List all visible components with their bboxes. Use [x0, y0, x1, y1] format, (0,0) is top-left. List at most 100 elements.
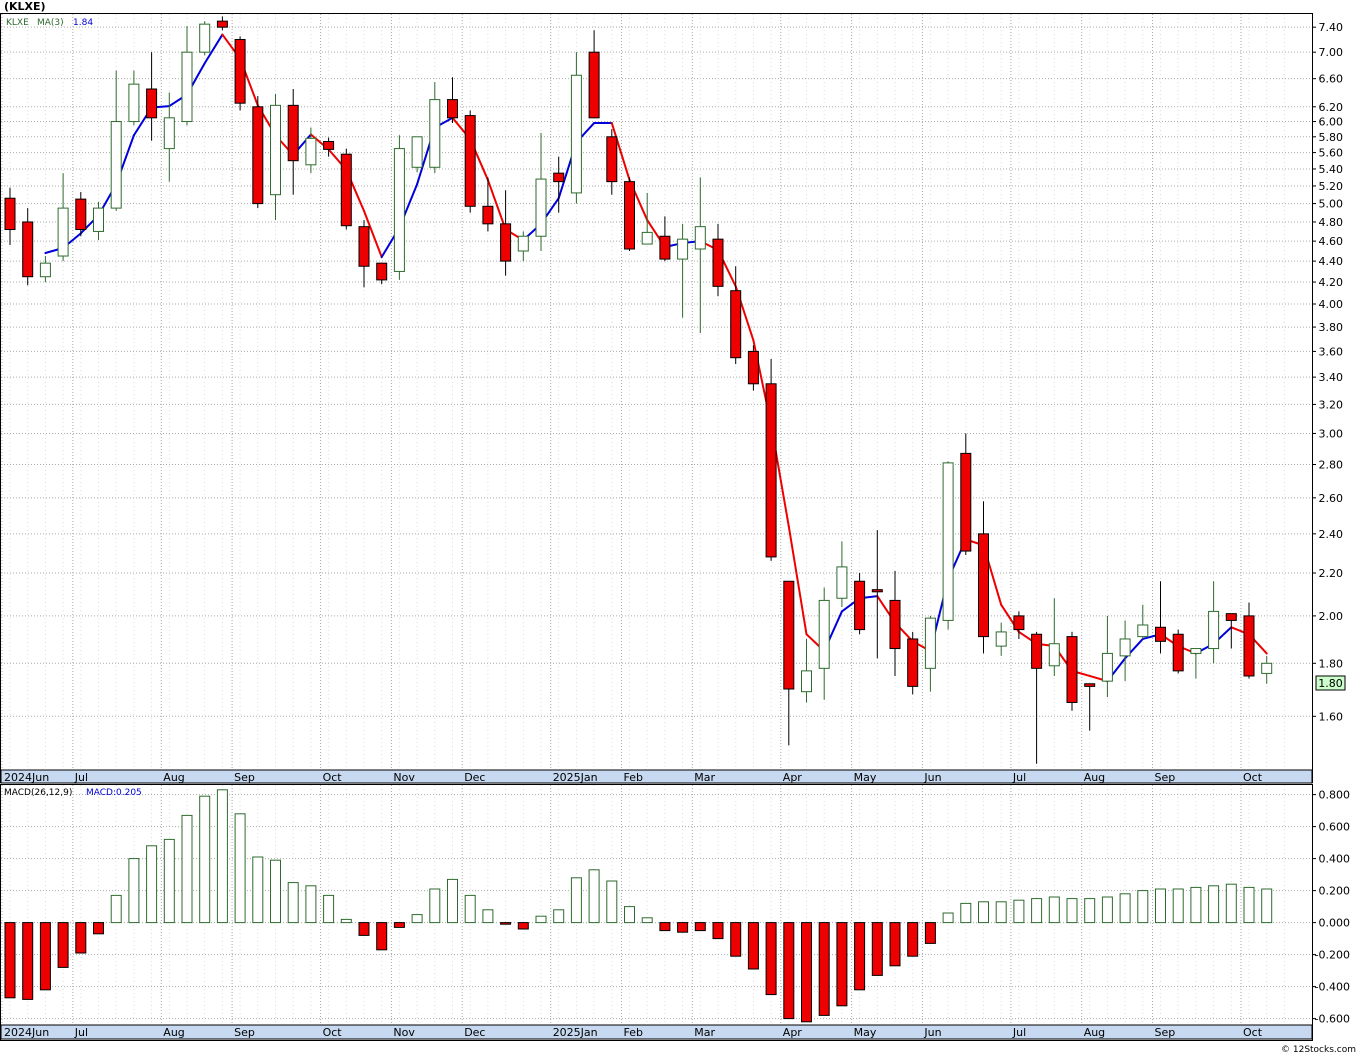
candle [871, 530, 883, 659]
price-x-tick-label: Jul [1012, 771, 1026, 784]
price-x-tick-label: Oct [323, 771, 343, 784]
candle [323, 137, 335, 157]
macd-bar [270, 859, 281, 924]
candle [1155, 581, 1166, 654]
macd-bars [4, 789, 1273, 1023]
price-date-axis-band [0, 769, 1313, 784]
macd-bar [570, 877, 582, 924]
copyright: © 12Stocks.com [1281, 1045, 1356, 1055]
price-y-tick-label: 2.80 [1319, 458, 1344, 471]
candle [1031, 631, 1043, 764]
candle [588, 30, 600, 119]
macd-y-tick-label: -0.400 [1315, 981, 1350, 994]
macd-bar [871, 922, 883, 976]
macd-bar [4, 922, 16, 999]
candle [1190, 648, 1202, 679]
candle-body [57, 207, 69, 257]
macd-panel-frame [0, 784, 1313, 1041]
candle-body [216, 20, 228, 28]
candle [978, 501, 989, 654]
candle-body [93, 207, 104, 232]
macd-bar [482, 909, 494, 924]
price-y-tick-label: 2.00 [1319, 610, 1344, 623]
candle [942, 461, 954, 630]
macd-x-axis: 2024Jun Jul Aug Sep Oct Nov Dec 2025Jan Feb Mar Ap… [4, 1026, 1263, 1039]
macd-bar [252, 856, 264, 924]
price-x-tick-label: Jul [74, 771, 88, 784]
candle-body [889, 599, 901, 650]
macd-bar [978, 901, 989, 924]
candle [624, 177, 635, 251]
candle-body [181, 51, 193, 123]
macd-bar [305, 885, 317, 924]
candle [216, 16, 228, 31]
candle [1137, 604, 1149, 639]
candle-body [287, 104, 299, 162]
candle [801, 638, 812, 703]
candle-body [783, 580, 795, 690]
macd-bar [110, 894, 122, 924]
macd-bar [1101, 896, 1113, 924]
candle [252, 96, 264, 209]
price-x-tick-label: Aug [163, 771, 184, 784]
price-x-tick-label: Nov [393, 771, 415, 784]
candle-body [517, 235, 529, 252]
macd-x-tick-label: Jun [923, 1026, 941, 1039]
legend-symbol: KLXE [6, 18, 29, 28]
macd-bar [1031, 898, 1043, 924]
candle-body [376, 262, 388, 281]
candle [677, 223, 689, 318]
candle-body [199, 23, 211, 53]
macd-x-tick-label: Sep [234, 1026, 255, 1039]
macd-bar [818, 922, 830, 1016]
macd-x-tick-label: Jul [1012, 1026, 1026, 1039]
candle-body [924, 617, 936, 669]
macd-y-tick-label: 0.800 [1319, 789, 1351, 802]
macd-bar [730, 922, 742, 957]
macd-x-tick-label: 2025Jan [553, 1026, 598, 1039]
macd-bar [907, 922, 919, 957]
macd-bar [677, 922, 689, 933]
macd-bar [1208, 885, 1220, 924]
price-y-tick-label: 2.40 [1319, 528, 1344, 541]
price-x-tick-label: 2025Jan [553, 771, 598, 784]
candle [730, 266, 742, 365]
macd-y-tick-label: -0.600 [1315, 1013, 1350, 1026]
macd-x-tick-label: Oct [1243, 1026, 1263, 1039]
macd-y-tick-label: 0.400 [1319, 853, 1351, 866]
macd-y-tick-label: 0.200 [1319, 885, 1351, 898]
candle-body [535, 178, 547, 237]
candle-body [1137, 624, 1149, 638]
price-y-tick-label: 7.40 [1319, 21, 1344, 34]
price-x-tick-label: Mar [694, 771, 715, 784]
candle-body [1031, 633, 1043, 669]
macd-x-tick-label: Aug [1084, 1026, 1105, 1039]
macd-bar [429, 888, 441, 924]
candle [836, 541, 848, 607]
price-y-tick-label: 5.60 [1319, 147, 1344, 160]
macd-bar [464, 894, 476, 924]
macd-x-tick-label: Apr [783, 1026, 803, 1039]
macd-bar [393, 922, 405, 928]
candle-body [305, 137, 317, 166]
candle-body [1084, 683, 1096, 687]
macd-bar [747, 922, 759, 970]
candle [854, 573, 866, 635]
candle [747, 345, 759, 391]
candle-body [39, 262, 51, 278]
macd-bar [889, 922, 901, 967]
candle-body [4, 197, 16, 231]
candle-body [677, 238, 689, 260]
candle [1225, 613, 1237, 649]
candle [270, 93, 281, 221]
candle [163, 92, 175, 182]
candle-body [995, 631, 1007, 647]
candle [146, 52, 158, 141]
candles [4, 16, 1273, 764]
price-y-tick-label: 5.80 [1319, 131, 1344, 144]
candle-body [447, 99, 458, 119]
macd-bar [500, 922, 512, 925]
macd-x-tick-label: Sep [1155, 1026, 1176, 1039]
candle-body [1225, 613, 1237, 621]
macd-y-tick-label: -0.200 [1315, 949, 1350, 962]
